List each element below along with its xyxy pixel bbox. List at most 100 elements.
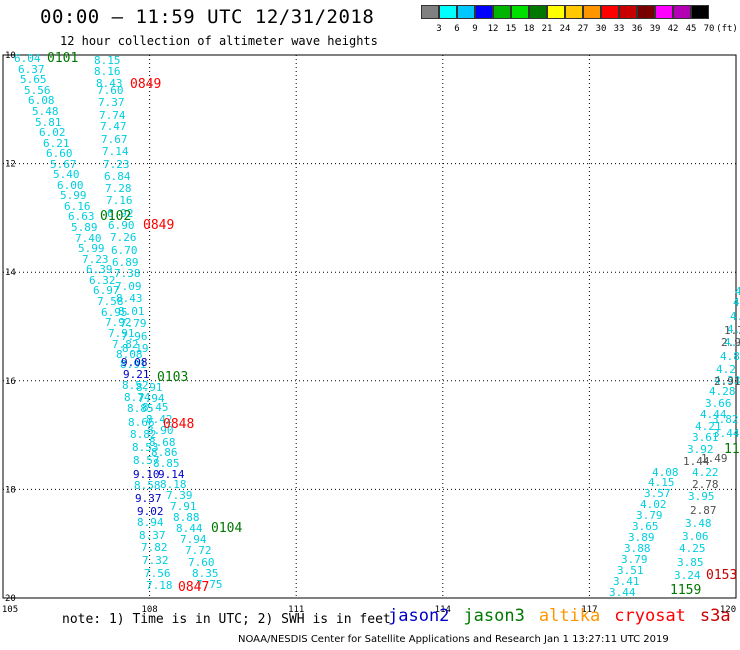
legend-swatch [511,5,529,19]
pass-time-label: 0849 [143,218,174,233]
wave-height-value: 2.78 [692,478,719,491]
legend-tick: 45 [685,24,697,34]
wave-height-value: 3.89 [628,531,655,544]
wave-height-value: 4.25 [679,542,706,555]
wave-height-value: 5.48 [32,105,59,118]
legend-tick: 3 [436,24,442,34]
wave-height-value: 7.79 [120,317,147,330]
legend-tick: 70 [703,24,715,34]
wave-height-value: 4. [735,285,740,298]
legend-swatch [601,5,619,19]
wave-height-value: 5.56 [24,84,51,97]
wave-height-value: 7.18 [146,579,173,592]
map-axes: 105 108 111 114 117 120 10 12 14 16 18 20 [2,51,736,615]
wave-height-value: 4.22 [692,466,719,479]
legend-swatch [619,5,637,19]
pass-time-label: 0847 [178,580,209,595]
legend-swatch [691,5,709,19]
wave-height-value: 6.16 [64,200,91,213]
wave-height-value: 7.74 [99,109,126,122]
wave-height-value: 3.44 [713,427,740,440]
legend-tick: 36 [631,24,643,34]
wave-height-value: 8.19 [122,342,149,355]
x-axis-label: 120 [720,605,736,615]
wave-height-value: 6.92 [107,207,134,220]
y-axis-label: 14 [5,268,16,278]
wave-height-value: 7.09 [115,280,142,293]
x-axis-label: 105 [2,605,18,615]
legend-swatch [637,5,655,19]
legend-swatch [583,5,601,19]
pass-time-label: 0104 [211,521,242,536]
legend-swatch [673,5,691,19]
wave-height-value: 8.37 [139,529,166,542]
wave-height-value: 2.87 [690,504,717,517]
wave-height-value: 3.57 [644,487,671,500]
wave-height-value: 8.16 [94,65,121,78]
wave-height-value: 3.65 [632,520,659,533]
legend-swatch [475,5,493,19]
satellite-legend-item: altika [538,606,601,626]
wave-height-value: 8.18 [160,478,187,491]
satellite-legend: jason2 jason3 altika cryosat s3a [388,606,740,626]
pass-time-label: 0101 [47,51,78,66]
legend-tick: 42 [667,24,679,34]
wave-height-value: 8.74 [124,391,151,404]
wave-height-value: 8.90 [147,424,174,437]
wave-height-value: 8.53 [132,441,159,454]
pass-time-label: 1159 [670,583,701,598]
pass-time-label: 0102 [100,209,131,224]
legend-tick: 9 [472,24,478,34]
wave-height-value: 4.3 [727,323,740,336]
wave-height-value: 7.40 [75,232,102,245]
wave-height-value: 9.10 [133,468,160,481]
wave-height-value: 7.96 [121,330,148,343]
wave-height-value: 8.15 [94,54,121,67]
wave-height-value: 4.33 [714,374,740,387]
satellite-legend-item: cryosat [614,606,686,626]
satellite-legend-item: jason2 [388,606,450,626]
satellite-legend-item: jason3 [463,606,525,626]
wave-height-value: 4.15 [648,476,675,489]
wave-height-value: 5.89 [71,221,98,234]
wave-height-value: 7.37 [98,96,125,109]
wave-height-value: 5.81 [35,116,62,129]
wave-height-value: 6.39 [86,263,113,276]
satellite-legend-item: s3a [699,606,731,626]
pass-time-labels: 0101 0849 0102 0849 0103 0848 0104 0847 1159 0153… [47,51,740,598]
wave-height-value: 9.14 [158,468,185,481]
wave-height-value: 7.94 [180,533,207,546]
wave-height-value: 7.47 [100,120,127,133]
wave-height-value: 7.26 [110,231,137,244]
wave-height-value: 6.08 [28,94,55,107]
wave-height-value: 7.75 [196,578,223,591]
wave-height-value: 8.58 [134,479,161,492]
legend-swatch [439,5,457,19]
wave-height-value: 6.04 [14,52,41,65]
y-axis-label: 18 [5,485,16,495]
wave-height-value: 5.40 [53,168,80,181]
wave-height-value: 7.38 [114,267,141,280]
legend-tick: 15 [505,24,517,34]
wave-height-value: 7.91 [170,500,197,513]
y-axis-label: 12 [5,160,16,170]
map-title: 00:00 — 11:59 UTC 12/31/2018 [40,6,375,28]
wave-height-value: 3.41 [613,575,640,588]
wave-height-value: 1.44 [683,455,710,468]
wave-height-value: 4.8 [720,350,740,363]
wave-height-value: 6.02 [39,126,66,139]
legend-swatch [493,5,511,19]
legend-swatch [529,5,547,19]
wave-height-value: 8.85 [153,457,180,470]
legend-swatch [655,5,673,19]
wave-height-value: 7.23 [82,253,109,266]
x-axis-label: 111 [288,605,304,615]
wave-height-value: 3.85 [677,556,704,569]
wave-height-value: 3.06 [682,530,709,543]
wave-height-value: 7.82 [112,338,139,351]
wave-height-value: 3.48 [685,517,712,530]
wave-height-value: 8.52 [122,379,149,392]
wave-height-value: 6.95 [101,306,128,319]
legend-tick: (ft) [716,24,738,34]
